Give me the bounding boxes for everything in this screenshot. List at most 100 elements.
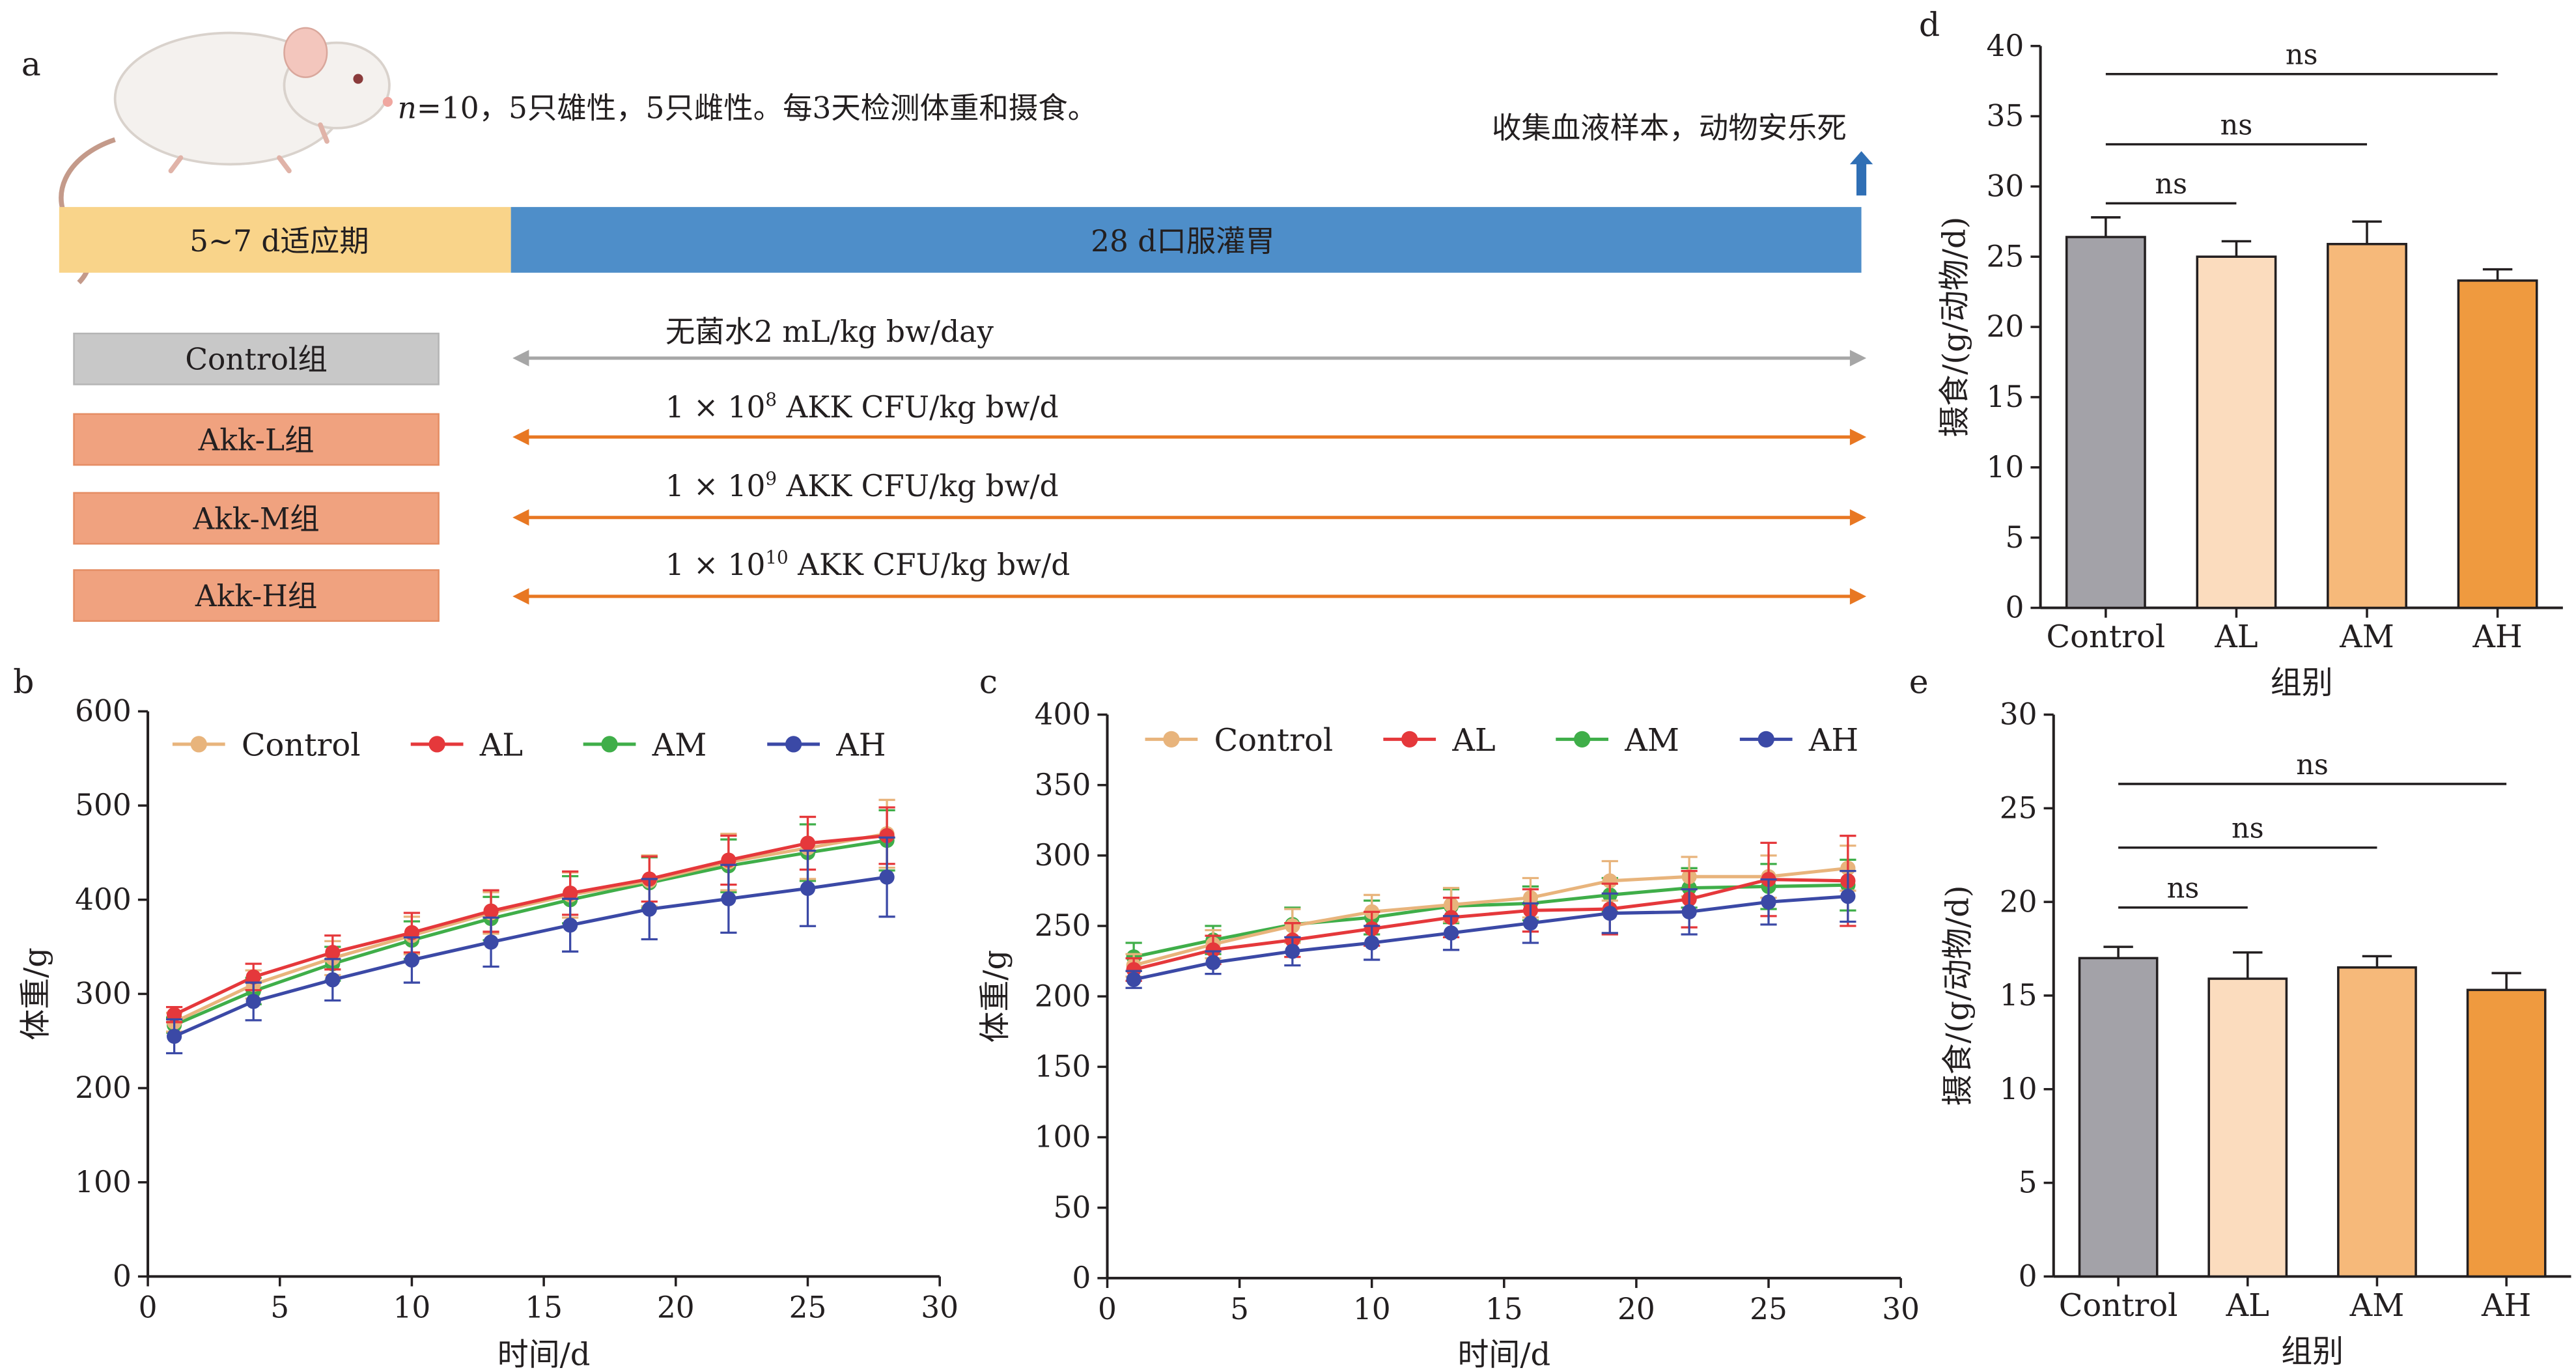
data-point-ah [879,869,895,885]
y-tick-label: 350 [1035,768,1091,802]
legend-item-control: Control [1145,723,1333,759]
x-tick-label: 5 [1230,1292,1249,1326]
legend-label: Control [1214,723,1333,759]
bar-ah [2457,279,2538,609]
data-point-al [483,903,499,919]
group-label-akk-m: Akk-M组 [192,501,319,536]
bar-am [2337,966,2417,1278]
x-tick-label: 0 [1098,1292,1117,1326]
legend-item-ah: AH [767,728,886,764]
legend-label: AM [652,728,707,764]
gavage-period-bar [511,206,1862,273]
x-tick-label: AH [2472,619,2522,655]
x-tick-label: 20 [657,1290,695,1324]
bar-am [2327,243,2407,609]
data-point-ah [245,994,261,1009]
y-tick-label: 20 [1987,309,2024,344]
x-tick-label: 25 [789,1290,827,1324]
design-description: n=10，5只雄性，5只雌性。每3天检测体重和摄食。 [398,91,1097,126]
dose-arrow-control [512,350,1867,367]
significance-label: ns [2296,749,2329,781]
data-point-al [879,828,895,844]
legend-label: AM [1624,723,1679,759]
y-tick-label: 600 [75,694,132,729]
data-point-al [1205,942,1221,958]
y-tick-label: 10 [1987,450,2024,484]
x-axis-title: 时间/d [1457,1337,1550,1370]
data-point-ah [167,1028,182,1044]
data-point-ah [1364,935,1380,951]
rat-illustration [59,27,393,285]
legend-marker [601,736,618,753]
x-tick-label: 15 [525,1290,563,1324]
y-tick-label: 0 [2005,591,2024,625]
significance-label: ns [2167,873,2200,905]
y-axis-title: 体重/g [18,947,54,1041]
bar-control [2078,957,2159,1278]
group-box-akk-m [73,492,440,545]
legend-label: AL [1451,723,1495,759]
group-box-akk-h [73,569,440,622]
data-point-ah [1681,904,1697,919]
dose-text-control: 无菌水2 mL/kg bw/day [665,315,994,349]
data-point-al [563,886,578,901]
y-tick-label: 25 [2000,790,2037,825]
y-tick-label: 10 [2000,1072,2037,1106]
x-tick-label: AM [2339,619,2394,655]
legend-item-control: Control [172,728,361,764]
legend-label: Control [242,728,361,764]
group-label-akk-l: Akk-L组 [198,423,315,457]
y-tick-label: 40 [1987,29,2024,63]
data-point-ah [1522,916,1539,931]
data-point-al [245,969,261,985]
x-tick-label: AH [2481,1288,2531,1324]
legend-marker [1163,731,1180,748]
legend-marker [1401,731,1418,748]
bar-control [2065,236,2146,609]
dose-arrow-akk-l [512,428,1867,445]
significance-label: ns [2155,168,2187,201]
y-tick-label: 100 [1035,1120,1091,1154]
legend-marker [785,736,802,753]
legend-marker [428,736,445,753]
significance-label: ns [2232,813,2264,845]
series-ah [165,836,895,1055]
data-point-ah [1126,972,1141,987]
panel-a: a n=10，5只雄性，5只雌性。每3天检测体重和摄食。 收集血液样本，动物安乐… [21,27,1873,622]
y-axis-title: 体重/g [977,950,1013,1043]
y-tick-label: 5 [2019,1166,2037,1200]
n-symbol: n [398,91,417,126]
y-tick-label: 50 [1053,1190,1091,1225]
chart-c-body-weight-female: c0 5 10 15 20 25 30050100150200250300350400时间/… [977,663,1920,1370]
panel-label: c [979,663,998,701]
rat-ear [283,27,328,78]
series-control [1125,845,1856,978]
y-tick-label: 300 [75,977,132,1011]
y-axis-title: 摄食/(g/动物/d) [1940,886,1976,1106]
group-box-control [73,332,440,385]
data-point-ah [404,952,420,968]
x-tick-label: AL [2214,619,2258,655]
x-axis-title: 时间/d [497,1337,591,1370]
data-point-ah [1205,955,1221,970]
legend-label: AH [835,728,886,764]
rat-nose [382,96,393,107]
data-point-ah [641,901,657,917]
data-point-ah [800,880,816,897]
panel-label: d [1919,6,1940,44]
data-point-ah [483,934,499,950]
legend-marker [190,736,207,753]
data-point-ah [325,972,341,988]
x-tick-label: 0 [139,1290,158,1324]
x-tick-label: 10 [393,1290,431,1324]
y-tick-label: 400 [75,882,132,917]
series-line-am [173,839,888,1027]
series-line-control [173,832,888,1024]
data-point-ah [1285,944,1300,959]
legend-marker [1757,731,1774,748]
y-tick-label: 100 [75,1165,132,1199]
